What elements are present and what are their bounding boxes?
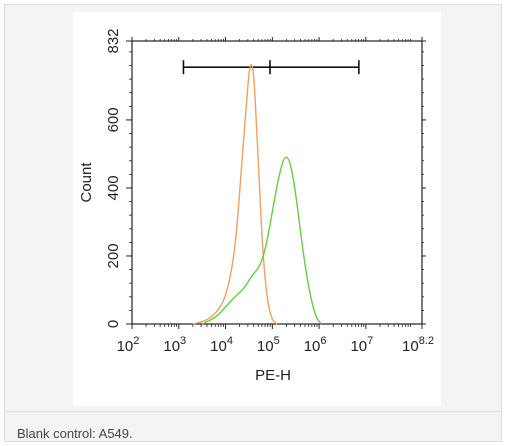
y-axis-label: Count — [78, 162, 95, 203]
histogram-curves — [192, 63, 323, 325]
caption-divider — [5, 411, 501, 412]
histogram-series-2 — [201, 156, 323, 325]
histogram-series-1 — [192, 63, 278, 325]
x-tick-label-0: 102 — [117, 335, 140, 355]
x-tick-label-2: 104 — [210, 335, 233, 355]
x-tick-label-4: 106 — [304, 335, 327, 355]
y-tick-label-1: 200 — [105, 243, 122, 268]
x-tick-label-3: 105 — [257, 335, 280, 355]
x-tick-label-5: 107 — [350, 335, 373, 355]
figure-caption: Blank control: A549. — [17, 426, 133, 441]
gate-marker — [182, 60, 360, 75]
histogram-figure: 102 103 104 105 106 107 108.2 0 200 400 600 832 PE-H… — [73, 12, 441, 406]
plot-frame — [131, 40, 423, 325]
y-tick-label-0: 0 — [105, 320, 122, 328]
chart-axes — [126, 37, 426, 329]
figure-card: 102 103 104 105 106 107 108.2 0 200 400 600 832 PE-H… — [4, 4, 502, 442]
chart-labels: 102 103 104 105 106 107 108.2 0 200 400 600 832 PE-H… — [78, 28, 434, 384]
y-tick-label-2: 400 — [105, 175, 122, 200]
histogram-chart: 102 103 104 105 106 107 108.2 0 200 400 600 832 PE-H… — [78, 28, 434, 384]
y-tick-label-3: 600 — [105, 107, 122, 132]
x-tick-label-6: 108.2 — [402, 335, 434, 355]
x-axis-label: PE-H — [255, 367, 291, 384]
y-tick-label-4: 832 — [105, 28, 122, 53]
x-tick-label-1: 103 — [163, 335, 186, 355]
